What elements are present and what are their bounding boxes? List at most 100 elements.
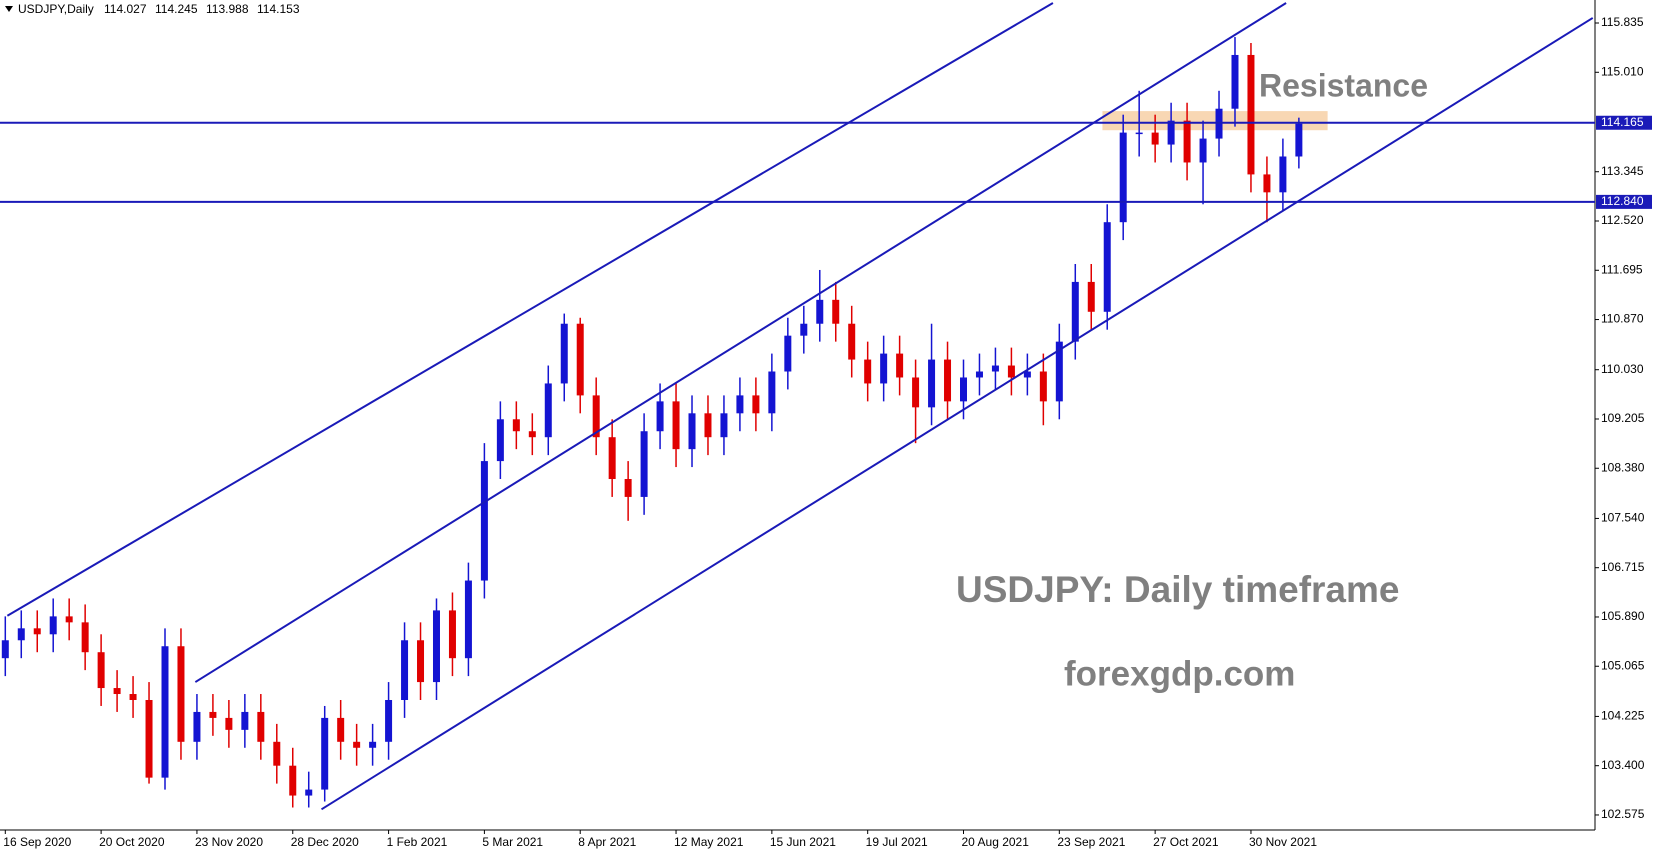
candle-body bbox=[97, 652, 105, 689]
candle-body bbox=[896, 353, 904, 378]
x-tick-label: 20 Oct 2020 bbox=[99, 835, 165, 849]
trend-line bbox=[320, 17, 1594, 811]
candle-body bbox=[656, 401, 664, 432]
candle-body bbox=[464, 580, 472, 659]
candle-body bbox=[1039, 371, 1047, 402]
candle-body bbox=[480, 461, 488, 581]
candle-body bbox=[353, 741, 361, 748]
candle-body bbox=[1199, 138, 1207, 163]
candle-body bbox=[1023, 371, 1031, 378]
x-tick-label: 19 Jul 2021 bbox=[866, 835, 928, 849]
candle-body bbox=[1, 640, 9, 659]
candle-body bbox=[161, 646, 169, 778]
y-tick-label: 106.715 bbox=[1601, 560, 1645, 574]
candle-body bbox=[145, 699, 153, 778]
symbol: USDJPY,Daily bbox=[18, 2, 94, 16]
candle-body bbox=[209, 711, 217, 718]
y-tick-label: 115.835 bbox=[1601, 15, 1644, 29]
candle-body bbox=[512, 419, 520, 432]
candle-body bbox=[257, 711, 265, 742]
menu-triangle bbox=[5, 6, 13, 12]
candle-body bbox=[960, 377, 967, 402]
x-tick-label: 20 Aug 2021 bbox=[962, 835, 1030, 849]
y-tick-label: 115.010 bbox=[1601, 64, 1644, 78]
candle-body bbox=[832, 299, 840, 324]
candle-body bbox=[944, 359, 952, 402]
y-tick-label: 112.520 bbox=[1601, 213, 1644, 227]
y-tick-label: 103.400 bbox=[1601, 758, 1645, 772]
candle-body bbox=[1295, 123, 1303, 157]
y-tick-label: 105.890 bbox=[1601, 609, 1645, 623]
candle-body bbox=[1103, 222, 1111, 312]
candle-body bbox=[337, 717, 345, 742]
x-tick-label: 30 Nov 2021 bbox=[1249, 835, 1317, 849]
x-tick-label: 16 Sep 2020 bbox=[3, 835, 71, 849]
candle-body bbox=[385, 699, 393, 742]
candle-body bbox=[624, 479, 632, 497]
trend-line bbox=[194, 2, 1287, 683]
level-label-bg bbox=[1596, 194, 1652, 209]
y-tick-label: 109.205 bbox=[1601, 411, 1645, 425]
resistance-zone bbox=[1102, 111, 1328, 131]
candle-body bbox=[592, 395, 600, 438]
candle-body bbox=[912, 377, 920, 408]
y-tick-label: 113.345 bbox=[1601, 164, 1644, 178]
y-tick-label: 102.575 bbox=[1601, 807, 1645, 821]
candle-body bbox=[800, 323, 808, 336]
x-tick-label: 15 Jun 2021 bbox=[770, 835, 836, 849]
candle-body bbox=[640, 431, 648, 497]
candle-body bbox=[1167, 120, 1175, 145]
candle-body bbox=[1055, 341, 1063, 402]
x-tick-label: 28 Dec 2020 bbox=[291, 835, 359, 849]
y-tick-label: 110.030 bbox=[1601, 362, 1644, 376]
candle-body bbox=[528, 431, 536, 438]
x-tick-label: 8 Apr 2021 bbox=[578, 835, 636, 849]
candle-body bbox=[1151, 132, 1159, 145]
ohlc-close: 114.153 bbox=[257, 2, 300, 16]
candle-body bbox=[608, 437, 616, 480]
candle-body bbox=[991, 365, 999, 372]
x-tick-label: 1 Feb 2021 bbox=[387, 835, 448, 849]
candle-body bbox=[432, 610, 440, 683]
candle-body bbox=[193, 711, 201, 742]
candle-body bbox=[225, 717, 233, 730]
level-label-bg bbox=[1596, 115, 1652, 130]
candle-body bbox=[113, 688, 121, 695]
x-tick-label: 5 Mar 2021 bbox=[482, 835, 543, 849]
x-tick-label: 27 Oct 2021 bbox=[1153, 835, 1219, 849]
candle-body bbox=[1007, 365, 1015, 378]
level-label: 112.840 bbox=[1601, 194, 1644, 208]
candle-body bbox=[401, 640, 409, 700]
ohlc-high: 114.245 bbox=[155, 2, 198, 16]
candle-body bbox=[1183, 120, 1191, 163]
candle-body bbox=[321, 717, 329, 790]
candle-body bbox=[736, 395, 744, 414]
candle-body bbox=[1119, 132, 1127, 223]
candle-body bbox=[177, 646, 185, 742]
candle-body bbox=[33, 628, 41, 635]
x-tick-label: 23 Nov 2020 bbox=[195, 835, 263, 849]
candle-body bbox=[1135, 132, 1143, 135]
candle-body bbox=[1263, 174, 1271, 193]
candle-body bbox=[81, 622, 89, 653]
x-tick-label: 12 May 2021 bbox=[674, 835, 744, 849]
candle-body bbox=[720, 413, 728, 438]
candle-body bbox=[928, 359, 936, 408]
annotation: Resistance bbox=[1259, 67, 1428, 103]
y-tick-label: 105.065 bbox=[1601, 658, 1645, 672]
candle-body bbox=[880, 353, 888, 384]
candle-body bbox=[975, 371, 983, 378]
candle-body bbox=[1087, 281, 1095, 312]
y-tick-label: 111.695 bbox=[1601, 262, 1643, 276]
candle-body bbox=[305, 789, 313, 796]
candle-body bbox=[1071, 281, 1079, 342]
candle-body bbox=[864, 359, 872, 384]
candle-body bbox=[289, 765, 297, 796]
x-tick-label: 23 Sep 2021 bbox=[1057, 835, 1125, 849]
candle-body bbox=[65, 616, 73, 623]
candle-body bbox=[49, 616, 57, 635]
